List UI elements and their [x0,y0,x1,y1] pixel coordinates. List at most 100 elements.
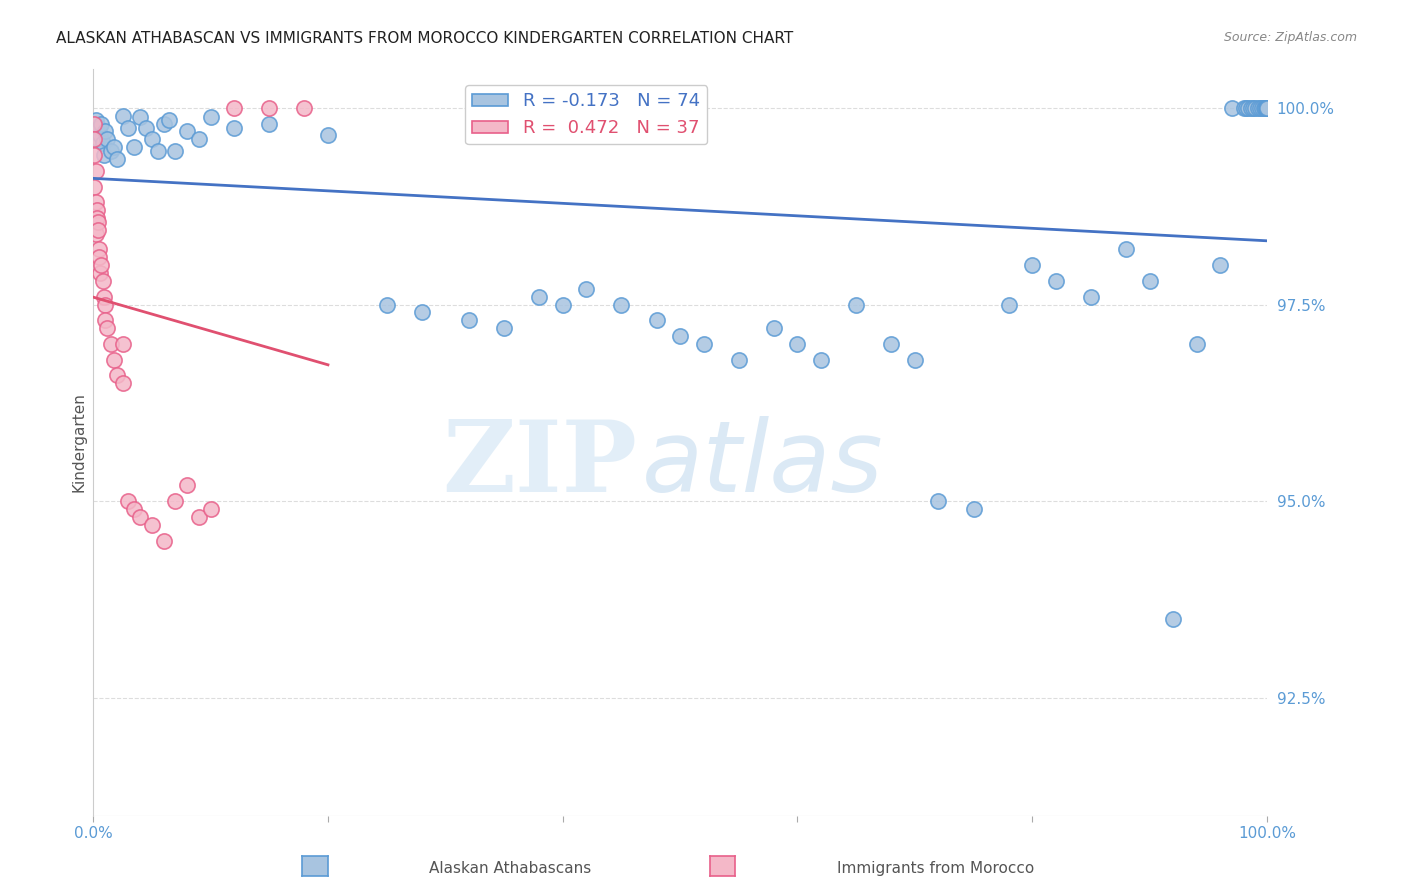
Point [176,124,198,138]
Y-axis label: Kindergarten: Kindergarten [72,392,86,492]
Point [89,266,111,280]
Point [84,163,107,178]
Point [103,140,125,154]
Point [457,313,479,327]
Point [294,101,316,115]
Point [87,250,110,264]
Point [845,297,868,311]
Point [103,352,125,367]
Point [87,132,110,146]
Point [1254,101,1277,115]
Point [1244,101,1267,115]
Point [200,502,222,516]
Point [122,502,145,516]
Point [575,282,598,296]
Point [93,290,115,304]
Point [93,148,115,162]
Point [375,297,398,311]
Point [200,110,222,124]
Point [100,337,122,351]
Point [91,136,114,151]
Point [87,120,110,135]
Point [91,274,114,288]
Point [84,227,107,241]
Point [551,297,574,311]
Point [96,321,118,335]
Point [105,152,128,166]
Point [86,211,108,225]
Point [94,313,117,327]
Point [83,132,105,146]
Point [904,352,927,367]
Text: Alaskan Athabascans: Alaskan Athabascans [429,862,591,876]
Point [222,101,245,115]
Point [1209,258,1232,272]
Point [645,313,668,327]
Point [1115,243,1137,257]
Point [880,337,903,351]
Point [83,179,105,194]
Point [100,144,122,158]
Point [176,478,198,492]
Point [962,502,984,516]
Point [1249,101,1271,115]
Point [187,510,209,524]
Point [111,337,134,351]
Point [165,494,187,508]
Point [529,290,551,304]
Point [1080,290,1102,304]
Point [1021,258,1043,272]
Point [165,144,187,158]
Point [1251,101,1274,115]
Point [1256,101,1278,115]
Point [1045,274,1067,288]
Point [87,215,110,229]
Point [86,203,108,218]
Point [1246,101,1268,115]
Point [692,337,714,351]
Point [117,494,139,508]
Point [1256,101,1278,115]
Point [96,132,118,146]
Point [1239,101,1261,115]
Point [159,112,181,127]
Point [763,321,786,335]
Point [927,494,949,508]
Point [222,120,245,135]
Point [1161,612,1184,626]
Point [83,148,105,162]
Point [129,110,152,124]
Point [1139,274,1161,288]
Text: atlas: atlas [641,417,883,513]
Point [259,101,281,115]
Point [727,352,749,367]
Point [669,329,692,343]
Point [810,352,832,367]
Point [1237,101,1260,115]
Text: ALASKAN ATHABASCAN VS IMMIGRANTS FROM MOROCCO KINDERGARTEN CORRELATION CHART: ALASKAN ATHABASCAN VS IMMIGRANTS FROM MO… [56,31,793,46]
Point [83,117,105,131]
Text: ZIP: ZIP [441,417,637,513]
Point [87,223,110,237]
Point [94,124,117,138]
Point [786,337,808,351]
Point [94,297,117,311]
Point [86,124,108,138]
Point [411,305,433,319]
Point [1220,101,1243,115]
Point [90,258,112,272]
Point [1185,337,1208,351]
Point [129,510,152,524]
Legend: R = -0.173   N = 74, R =  0.472   N = 37: R = -0.173 N = 74, R = 0.472 N = 37 [465,85,707,145]
Point [122,140,145,154]
Point [492,321,515,335]
Point [259,117,281,131]
Point [152,533,174,548]
Text: Immigrants from Morocco: Immigrants from Morocco [837,862,1033,876]
Point [1253,101,1275,115]
Point [90,117,112,131]
Point [111,376,134,391]
Point [1253,101,1275,115]
Point [316,128,339,143]
Point [141,132,163,146]
